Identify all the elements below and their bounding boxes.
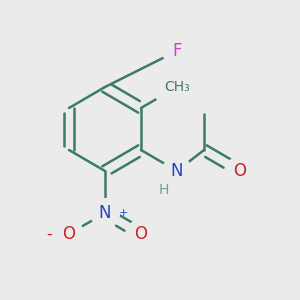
Text: CH₃: CH₃ [164, 80, 190, 94]
Circle shape [226, 157, 254, 185]
Circle shape [91, 199, 119, 227]
Text: F: F [172, 42, 182, 60]
Circle shape [55, 220, 83, 248]
Circle shape [163, 157, 191, 185]
Circle shape [127, 220, 155, 248]
Text: O: O [233, 162, 247, 180]
Text: O: O [62, 225, 76, 243]
Text: O: O [134, 225, 148, 243]
Text: -: - [46, 225, 52, 243]
Text: N: N [99, 204, 111, 222]
Text: H: H [158, 184, 169, 197]
Text: N: N [171, 162, 183, 180]
FancyBboxPatch shape [156, 74, 198, 100]
Circle shape [163, 37, 191, 65]
Text: +: + [118, 208, 128, 218]
